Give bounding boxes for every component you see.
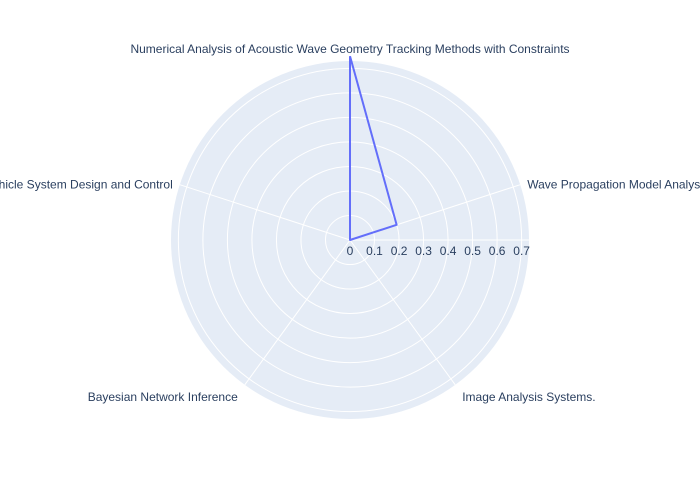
category-label: Image Analysis Systems. bbox=[462, 390, 595, 404]
radial-tick-label: 0.2 bbox=[391, 244, 408, 258]
radial-tick-labels: 0 0.1 0.2 0.3 0.4 0.5 0.6 0.7 bbox=[347, 244, 531, 258]
radial-tick-label: 0.4 bbox=[440, 244, 457, 258]
radial-tick-label: 0 bbox=[347, 244, 354, 258]
grid-spoke bbox=[179, 184, 351, 241]
category-label: Wave Propagation Model Analysis bbox=[527, 178, 700, 192]
radial-tick-label: 0.7 bbox=[513, 244, 530, 258]
grid-spoke bbox=[244, 239, 351, 386]
category-labels: Numerical Analysis of Acoustic Wave Geom… bbox=[0, 42, 700, 404]
radial-tick-label: 0.5 bbox=[464, 244, 481, 258]
radial-tick-label: 0.3 bbox=[415, 244, 432, 258]
radial-tick-label: 0.6 bbox=[489, 244, 506, 258]
grid-spoke bbox=[349, 239, 456, 386]
category-label: Numerical Analysis of Acoustic Wave Geom… bbox=[130, 42, 569, 56]
category-label: Vehicle System Design and Control bbox=[0, 178, 173, 192]
category-label: Bayesian Network Inference bbox=[88, 390, 238, 404]
series-layer bbox=[349, 55, 398, 241]
series-line bbox=[349, 55, 398, 241]
radial-tick-label: 0.1 bbox=[366, 244, 383, 258]
